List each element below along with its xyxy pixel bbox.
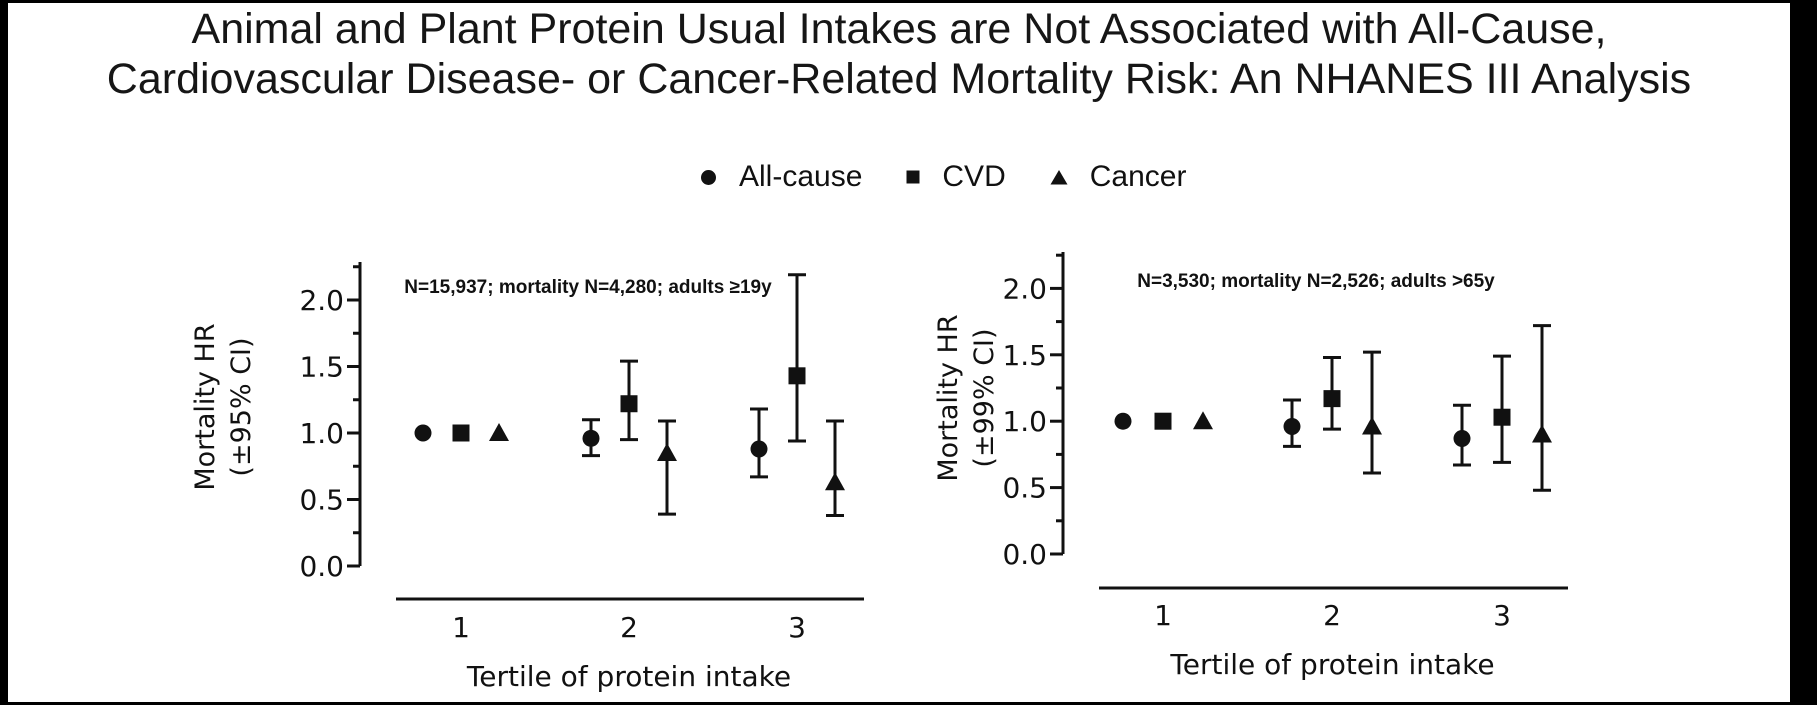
left-marker-triangle-cancer [825, 472, 845, 491]
right-y-axis-title-line2: (±99% CI) [969, 328, 1000, 467]
left-x-tick-label: 1 [452, 611, 470, 644]
right-annotation: N=3,530; mortality N=2,526; adults >65y [1137, 271, 1495, 292]
legend-label-cvd: CVD [942, 160, 1006, 193]
right-marker-circle-all-cause [1114, 412, 1132, 430]
left-annotation: N=15,937; mortality N=4,280; adults ≥19y [404, 277, 772, 298]
right-marker-square-cvd [1154, 412, 1172, 430]
left-y-tick-label: 0.0 [299, 550, 344, 583]
left-marker-circle-all-cause [750, 440, 768, 458]
figure-title-line2: Cardiovascular Disease- or Cancer-Relate… [106, 55, 1692, 103]
right-marker-triangle-cancer [1193, 411, 1213, 430]
left-marker-square-cvd [452, 424, 470, 442]
left-x-tick-label: 2 [620, 611, 638, 644]
left-marker-circle-all-cause [414, 424, 432, 442]
figure-title-line1: Animal and Plant Protein Usual Intakes a… [191, 5, 1607, 53]
left-y-axis-title-line1: Mortality HR [190, 323, 221, 490]
left-y-tick-label: 2.0 [299, 284, 344, 317]
top-edge-bar [0, 0, 1817, 3]
right-marker-triangle-cancer [1532, 424, 1552, 443]
legend-item-cancer: Cancer [1050, 160, 1187, 194]
left-marker-square-cvd [788, 367, 806, 385]
right-x-tick-label: 3 [1493, 599, 1511, 632]
right-x-tick-label: 2 [1323, 599, 1341, 632]
left-y-tick-label: 0.5 [299, 484, 344, 517]
figure-title: Animal and Plant Protein Usual Intakes a… [10, 4, 1788, 104]
left-marker-triangle-cancer [657, 442, 677, 461]
right-marker-triangle-cancer [1362, 416, 1382, 435]
right-x-tick-label: 1 [1154, 599, 1172, 632]
left-y-tick-label: 1.0 [299, 417, 344, 450]
right-marker-circle-all-cause [1283, 418, 1301, 436]
right-y-axis-title-line1: Mortality HR [933, 314, 964, 481]
right-y-tick-label: 1.0 [1002, 405, 1047, 438]
right-y-tick-label: 0.0 [1002, 538, 1047, 571]
left-y-tick-label: 1.5 [299, 351, 344, 384]
left-marker-circle-all-cause [582, 429, 600, 447]
bottom-edge-bar [0, 702, 1817, 705]
right-marker-square-cvd [1323, 390, 1341, 408]
legend-label-cancer: Cancer [1089, 160, 1187, 193]
left-y-axis-title-line2: (±95% CI) [226, 337, 257, 476]
left-x-tick-label: 3 [788, 611, 806, 644]
right-y-tick-label: 1.5 [1002, 339, 1047, 372]
legend-square-icon [906, 170, 920, 184]
left-marker-triangle-cancer [489, 423, 509, 441]
right-y-tick-label: 0.5 [1002, 472, 1047, 505]
legend-circle-icon [701, 169, 716, 185]
chart-legend: All-cause CVD Cancer [700, 156, 1186, 198]
right-edge-bar [1790, 0, 1817, 705]
left-x-axis-title: Tertile of protein intake [466, 660, 791, 693]
right-marker-circle-all-cause [1453, 429, 1471, 447]
legend-item-cvd: CVD [906, 160, 1006, 194]
right-x-axis-title: Tertile of protein intake [1169, 648, 1494, 681]
right-marker-square-cvd [1493, 408, 1511, 426]
right-y-tick-label: 2.0 [1002, 272, 1047, 305]
left-marker-square-cvd [620, 395, 638, 413]
left-edge-bar [0, 0, 8, 705]
legend-label-all-cause: All-cause [739, 160, 863, 193]
legend-triangle-icon [1050, 169, 1068, 184]
legend-item-all-cause: All-cause [700, 160, 862, 194]
